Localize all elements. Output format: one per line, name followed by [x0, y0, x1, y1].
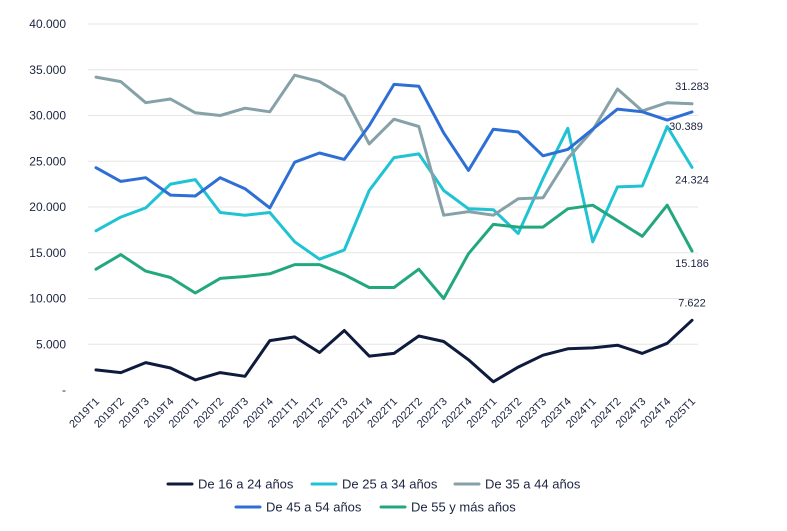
- legend-label: De 16 a 24 años: [198, 477, 294, 492]
- legend-label: De 45 a 54 años: [266, 500, 362, 515]
- y-tick-label: 30.000: [29, 109, 66, 123]
- legend: De 16 a 24 años De 25 a 34 años De 35 a 44…: [166, 477, 581, 515]
- legend-label: De 35 a 44 años: [485, 477, 581, 492]
- end-value-label: 7.622: [678, 297, 706, 309]
- y-tick-label: 10.000: [29, 292, 66, 306]
- legend-label: De 55 y más años: [411, 500, 516, 515]
- y-tick-label: 15.000: [29, 246, 66, 260]
- legend-item: De 25 a 34 años: [310, 477, 438, 492]
- series-line-2: [94, 125, 694, 261]
- series-lines: [94, 73, 694, 384]
- legend-item: De 35 a 44 años: [453, 477, 581, 492]
- legend-item: De 45 a 54 años: [234, 500, 362, 515]
- end-value-label: 31.283: [675, 81, 709, 93]
- y-tick-label: -: [62, 383, 66, 397]
- y-tick-label: 25.000: [29, 154, 66, 168]
- end-value-label: 30.389: [669, 121, 703, 133]
- y-tick-label: 5.000: [36, 337, 66, 351]
- y-tick-label: 20.000: [29, 200, 66, 214]
- end-value-label: 24.324: [675, 174, 709, 186]
- y-tick-label: 40.000: [29, 17, 66, 31]
- grid: [88, 23, 698, 345]
- series-line-1: [94, 318, 694, 384]
- legend-label: De 25 a 34 años: [342, 477, 438, 492]
- y-tick-label: 35.000: [29, 63, 66, 77]
- x-axis-ticks: 2019T12019T22019T32019T42020T12020T22020…: [67, 396, 698, 431]
- end-value-label: 15.186: [675, 258, 709, 270]
- series-line-4: [94, 82, 694, 210]
- y-axis-ticks: - 5.000 10.000 15.000 20.000 25.000 30.000 35.0…: [29, 17, 66, 397]
- legend-item: De 55 y más años: [379, 500, 516, 515]
- legend-item: De 16 a 24 años: [166, 477, 294, 492]
- end-labels: 7.622 24.324 31.283 30.389 15.186: [669, 81, 709, 309]
